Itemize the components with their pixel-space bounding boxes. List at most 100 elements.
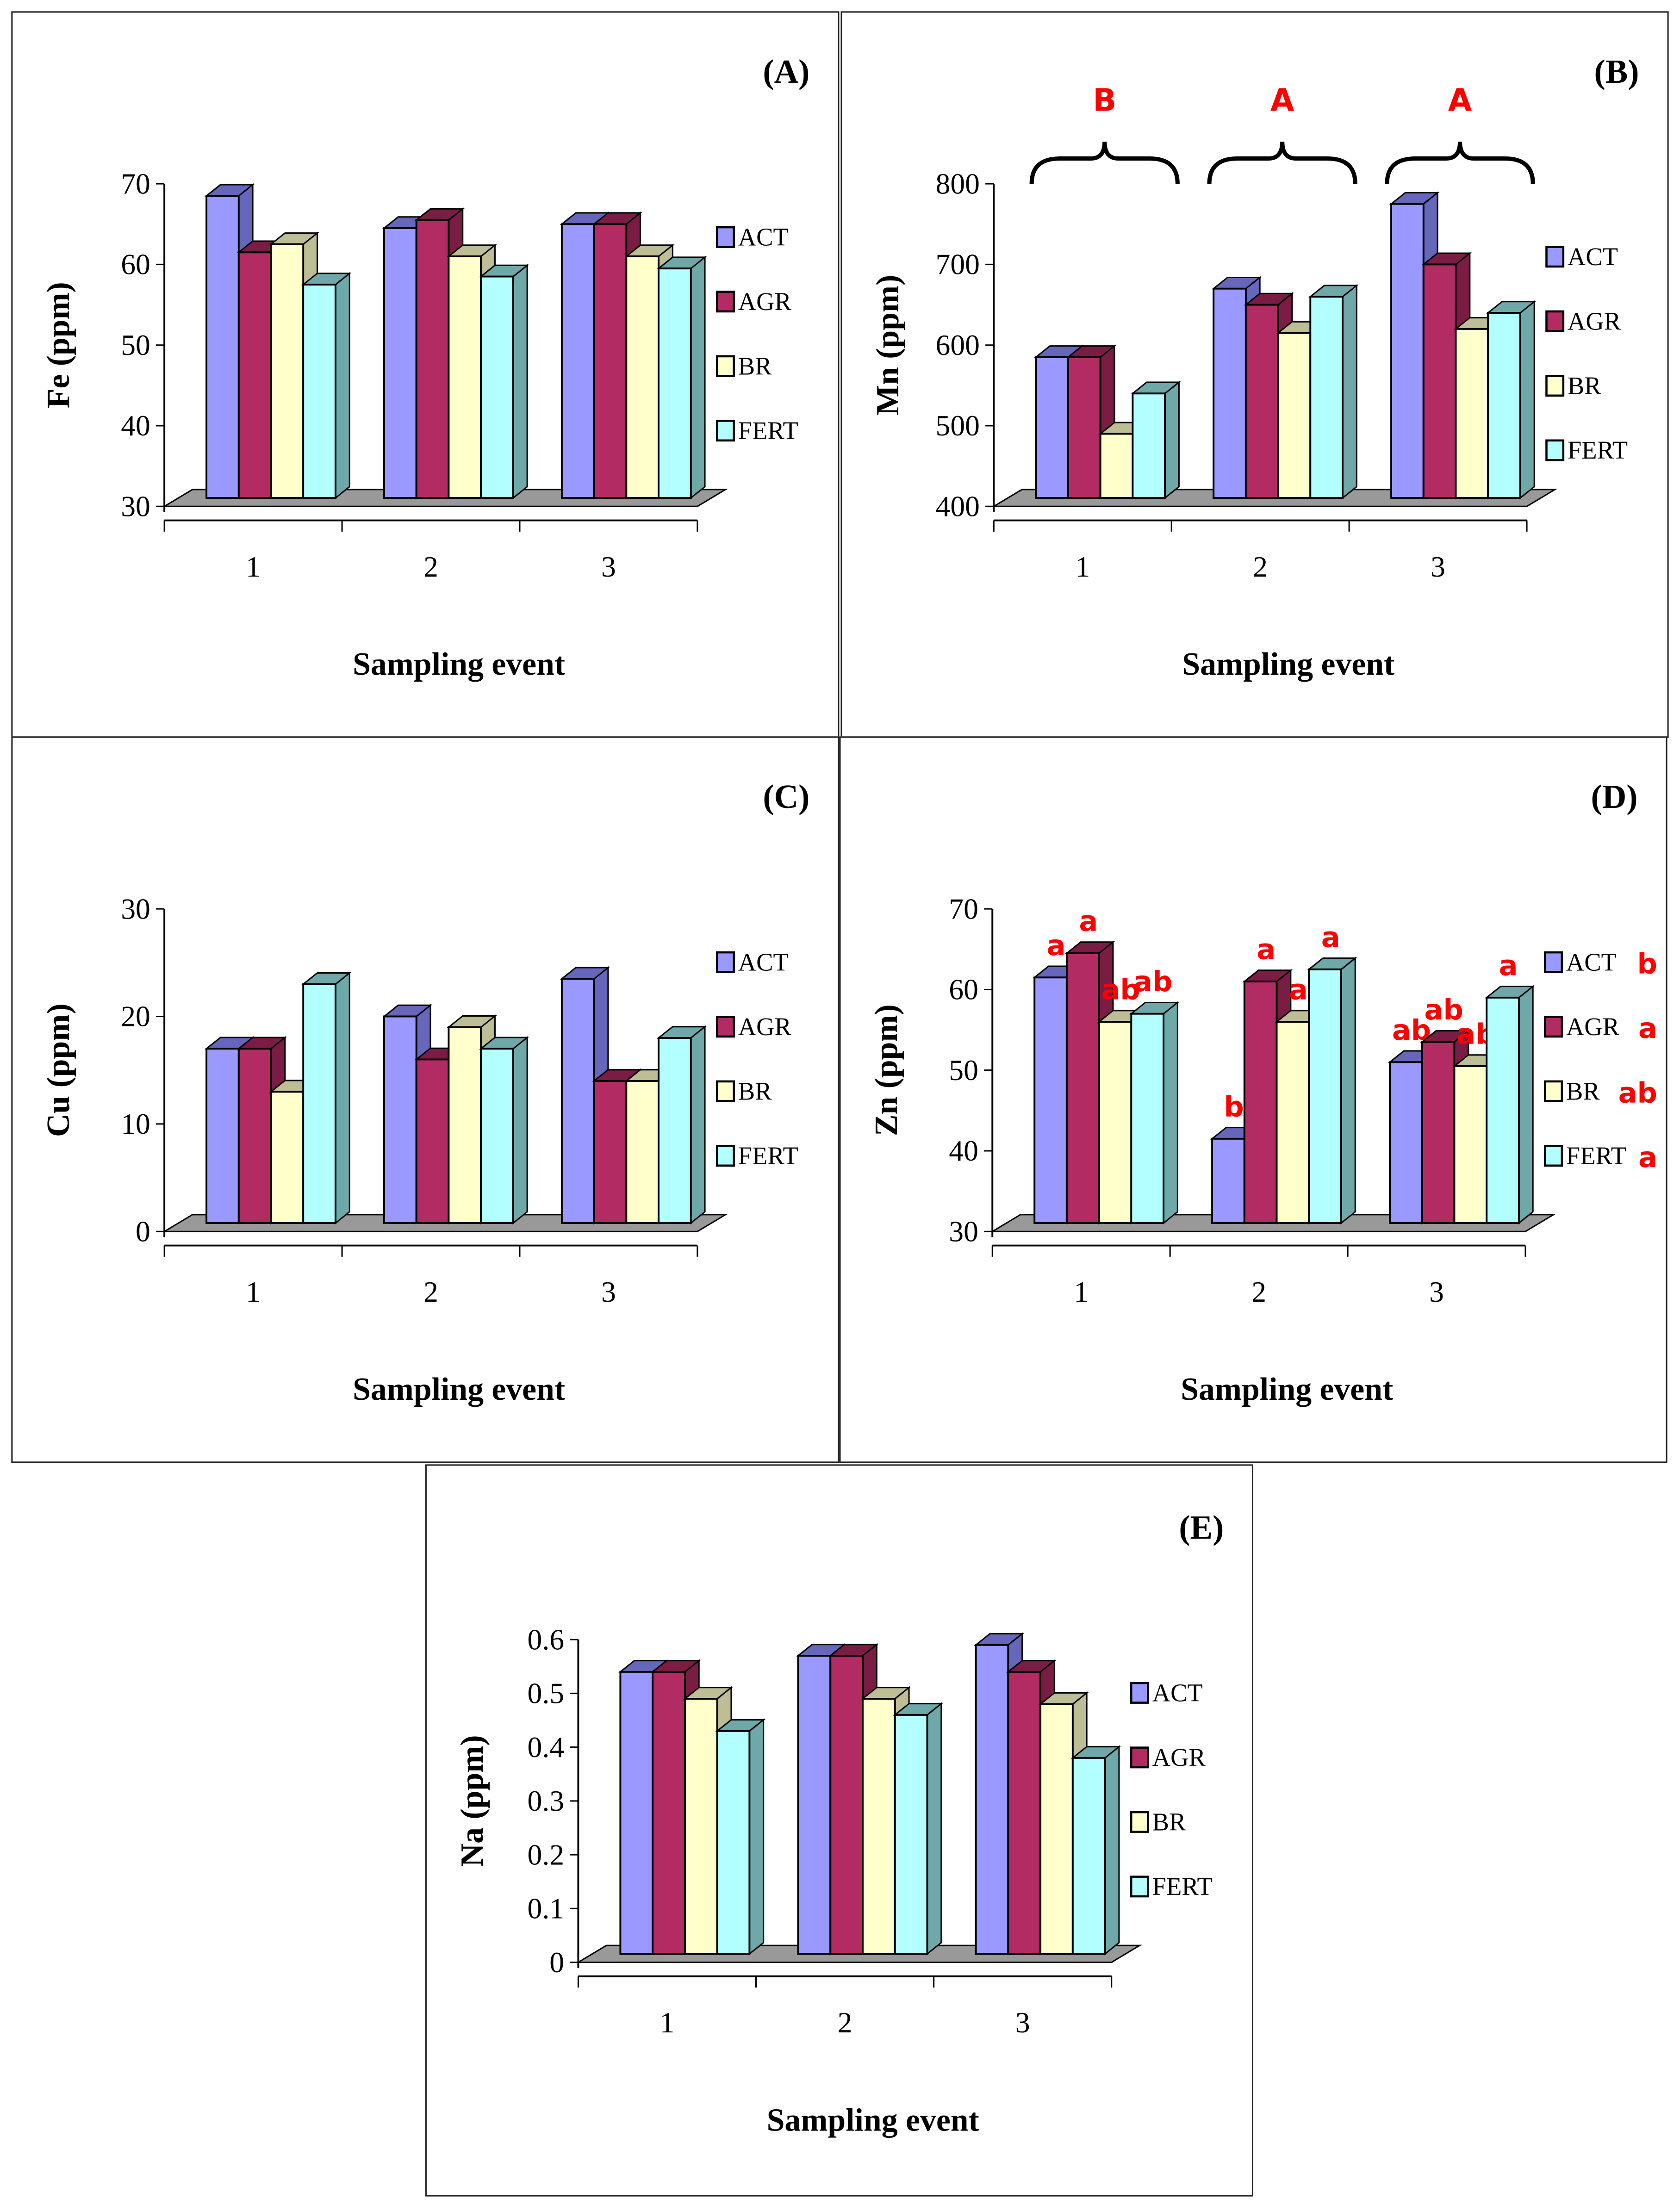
bar-br-event-1 bbox=[270, 1091, 305, 1224]
legend-label-agr: AGR bbox=[738, 1012, 792, 1041]
bar-fert-event-3 bbox=[1071, 1757, 1106, 1955]
bar-fert-event-3 bbox=[658, 1037, 692, 1224]
bar-agr-event-3 bbox=[1007, 1671, 1042, 1955]
bar-fert-event-2 bbox=[480, 275, 514, 499]
bar-act-event-3 bbox=[975, 1644, 1009, 1955]
legend-label-fert: FERT bbox=[1568, 436, 1628, 464]
legend-swatch-br bbox=[716, 355, 735, 377]
significance-letter: a bbox=[1289, 974, 1308, 1006]
bar-side-fert bbox=[690, 1025, 706, 1225]
legend-label-agr: AGR bbox=[738, 287, 792, 316]
y-tick-label: 30 bbox=[121, 892, 150, 925]
panel-label: (B) bbox=[1594, 53, 1639, 90]
bar-fert-event-2 bbox=[894, 1714, 928, 1955]
bar-act-event-2 bbox=[1211, 1137, 1245, 1224]
bar-agr-event-1 bbox=[237, 251, 272, 499]
bar-agr-event-3 bbox=[593, 1080, 628, 1224]
bar-fert-event-2 bbox=[480, 1048, 514, 1224]
bar-agr-event-3 bbox=[593, 223, 628, 499]
x-axis-title: Sampling event bbox=[1181, 1372, 1393, 1407]
significance-letter: ab bbox=[1425, 994, 1463, 1026]
bar-agr-event-2 bbox=[1244, 304, 1279, 499]
y-tick-label: 0.2 bbox=[528, 1838, 565, 1871]
x-tick-label: 2 bbox=[838, 2006, 852, 2039]
legend-swatch-agr bbox=[716, 291, 735, 313]
bar-act-event-3 bbox=[560, 978, 595, 1224]
legend-significance-letter: b bbox=[1637, 948, 1657, 981]
panel-a-fe-chart: (A) 30 40 50 60 70 1 2 3 Sampling event Fe (ppm) AC… bbox=[11, 11, 840, 738]
x-tick-label: 2 bbox=[1251, 1275, 1266, 1308]
bar-fert-event-1 bbox=[1132, 392, 1166, 499]
legend-significance-letter: ab bbox=[1618, 1077, 1657, 1109]
bar-side-fert bbox=[512, 1036, 528, 1225]
bar-act-event-1 bbox=[205, 195, 240, 499]
bar-agr-event-2 bbox=[415, 1058, 450, 1224]
bar-br-event-2 bbox=[1276, 1021, 1310, 1224]
bar-agr-event-1 bbox=[1065, 952, 1100, 1224]
x-tick-label: 2 bbox=[1253, 550, 1268, 583]
y-tick-label: 0.6 bbox=[528, 1623, 565, 1656]
legend-label-fert: FERT bbox=[738, 416, 798, 445]
group-brace bbox=[1385, 142, 1535, 184]
bar-br-event-1 bbox=[684, 1698, 718, 1955]
y-tick-label: 40 bbox=[949, 1134, 978, 1167]
bar-br-event-3 bbox=[1455, 328, 1489, 499]
bar-act-event-2 bbox=[383, 227, 417, 499]
bar-side-fert bbox=[1164, 380, 1180, 500]
group-brace bbox=[1207, 142, 1357, 184]
y-tick-label: 20 bbox=[121, 1000, 150, 1033]
bar-fert-event-2 bbox=[1309, 296, 1344, 499]
significance-letter: a bbox=[1047, 930, 1066, 962]
legend-label-act: ACT bbox=[1566, 948, 1617, 976]
bar-fert-event-3 bbox=[1487, 312, 1521, 499]
y-tick-label: 10 bbox=[121, 1107, 150, 1140]
bar-br-event-1 bbox=[270, 243, 305, 499]
x-tick-label: 1 bbox=[246, 1275, 261, 1308]
significance-letter: a bbox=[1079, 906, 1098, 938]
y-tick-label: 700 bbox=[936, 248, 980, 281]
bar-side-fert bbox=[748, 1718, 765, 1956]
bar-fert-event-3 bbox=[658, 267, 692, 499]
panel-c-cu-chart: (C) 0 10 20 30 1 2 3 Sampling event Cu (ppm) ACT AG… bbox=[11, 736, 840, 1463]
x-axis-title: Sampling event bbox=[353, 1372, 565, 1407]
bar-agr-event-3 bbox=[1422, 263, 1457, 499]
significance-letter: ab bbox=[1133, 966, 1172, 998]
bar-act-event-3 bbox=[1389, 1061, 1423, 1224]
legend-label-act: ACT bbox=[1568, 242, 1618, 271]
legend-label-br: BR bbox=[738, 1077, 772, 1105]
bar-fert-event-1 bbox=[716, 1730, 751, 1955]
legend-label-fert: FERT bbox=[1566, 1142, 1626, 1170]
bar-side-fert bbox=[926, 1702, 942, 1956]
legend-swatch-fert bbox=[716, 420, 735, 442]
significance-letter: a bbox=[1499, 950, 1518, 982]
x-axis-title: Sampling event bbox=[353, 646, 565, 682]
bar-agr-event-1 bbox=[652, 1671, 686, 1955]
y-tick-label: 600 bbox=[936, 329, 980, 361]
legend-label-br: BR bbox=[1566, 1077, 1600, 1105]
chart-svg: (B) 400 500 600 700 800 1 2 3 Sampling event Mn (p… bbox=[870, 53, 1639, 682]
panel-d-zn-chart: (D) 30 40 50 60 70 1 2 3 Sampling event Zn (ppm) a a… bbox=[839, 736, 1668, 1463]
bar-agr-event-1 bbox=[237, 1048, 272, 1224]
legend-swatch-act bbox=[1545, 246, 1565, 268]
y-tick-label: 800 bbox=[936, 167, 980, 200]
bar-br-event-2 bbox=[448, 1026, 482, 1224]
y-tick-label: 50 bbox=[121, 329, 150, 361]
chart-svg: (C) 0 10 20 30 1 2 3 Sampling event Cu (ppm) ACT AG… bbox=[41, 778, 809, 1407]
bar-br-event-2 bbox=[862, 1698, 896, 1955]
bar-br-event-2 bbox=[1277, 332, 1312, 499]
y-tick-label: 400 bbox=[936, 490, 980, 522]
group-letter: A bbox=[1270, 82, 1294, 118]
panel-b-mn-chart: (B) 400 500 600 700 800 1 2 3 Sampling event Mn (p… bbox=[840, 11, 1669, 738]
y-tick-label: 0.4 bbox=[528, 1731, 565, 1764]
y-axis-title: Fe (ppm) bbox=[41, 282, 76, 408]
legend-label-fert: FERT bbox=[1152, 1872, 1213, 1901]
legend-swatch-agr bbox=[1545, 310, 1565, 332]
bar-agr-event-2 bbox=[1243, 981, 1278, 1224]
significance-letter: b bbox=[1224, 1091, 1244, 1123]
y-tick-label: 60 bbox=[121, 248, 150, 281]
bar-act-event-1 bbox=[205, 1048, 240, 1224]
bar-br-event-3 bbox=[625, 1080, 660, 1224]
x-tick-label: 1 bbox=[1075, 550, 1090, 583]
bar-act-event-1 bbox=[619, 1671, 654, 1955]
